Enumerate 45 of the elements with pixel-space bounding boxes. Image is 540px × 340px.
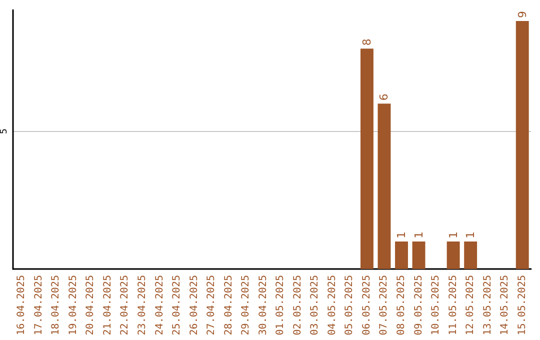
x-tick-label: 07.05.2025 bbox=[378, 275, 390, 336]
data-label: 1 bbox=[412, 231, 426, 238]
bar bbox=[412, 241, 426, 269]
x-tick-label: 08.05.2025 bbox=[396, 275, 407, 336]
bar bbox=[464, 241, 478, 269]
x-tick-label: 30.04.2025 bbox=[258, 275, 269, 336]
data-label: 6 bbox=[378, 94, 391, 101]
bar bbox=[446, 241, 460, 269]
x-tick-label: 02.05.2025 bbox=[292, 275, 304, 336]
x-tick-label: 18.04.2025 bbox=[50, 275, 62, 336]
x-tick-label: 10.05.2025 bbox=[430, 275, 442, 336]
bar bbox=[395, 241, 408, 269]
x-tick-label: 09.05.2025 bbox=[413, 275, 424, 336]
x-tick-label: 17.04.2025 bbox=[33, 275, 44, 336]
x-tick-label: 13.05.2025 bbox=[482, 275, 494, 336]
x-tick-label: 11.05.2025 bbox=[448, 275, 459, 336]
x-tick-label: 15.05.2025 bbox=[516, 275, 528, 336]
y-tick-label: 5 bbox=[0, 128, 10, 134]
x-tick-label: 22.04.2025 bbox=[120, 275, 131, 336]
x-tick-label: 03.05.2025 bbox=[310, 275, 321, 336]
bar bbox=[360, 48, 374, 269]
x-tick-label: 21.04.2025 bbox=[102, 275, 114, 336]
data-label: 8 bbox=[360, 38, 374, 46]
data-label: 1 bbox=[464, 231, 478, 238]
x-tick-label: 12.05.2025 bbox=[465, 275, 476, 336]
bar bbox=[516, 21, 529, 269]
x-tick-label: 06.05.2025 bbox=[361, 275, 372, 336]
x-tick-label: 25.04.2025 bbox=[172, 275, 183, 336]
x-tick-label: 26.04.2025 bbox=[188, 275, 200, 336]
data-label: 1 bbox=[446, 231, 460, 238]
x-tick-label: 23.04.2025 bbox=[137, 275, 148, 336]
x-tick-label: 04.05.2025 bbox=[326, 275, 338, 336]
x-tick-label: 29.04.2025 bbox=[240, 275, 252, 336]
x-tick-label: 19.04.2025 bbox=[68, 275, 79, 336]
x-tick-label: 05.05.2025 bbox=[344, 275, 356, 336]
x-tick-label: 24.04.2025 bbox=[154, 275, 166, 336]
data-label: 9 bbox=[516, 11, 529, 18]
bar bbox=[378, 104, 391, 269]
x-tick-label: 28.04.2025 bbox=[223, 275, 234, 336]
x-tick-label: 20.04.2025 bbox=[85, 275, 96, 336]
x-tick-label: 16.04.2025 bbox=[16, 275, 28, 336]
x-tick-label: 14.05.2025 bbox=[500, 275, 511, 336]
x-tick-label: 01.05.2025 bbox=[275, 275, 286, 336]
x-tick-label: 27.04.2025 bbox=[206, 275, 218, 336]
data-label: 1 bbox=[395, 231, 408, 238]
